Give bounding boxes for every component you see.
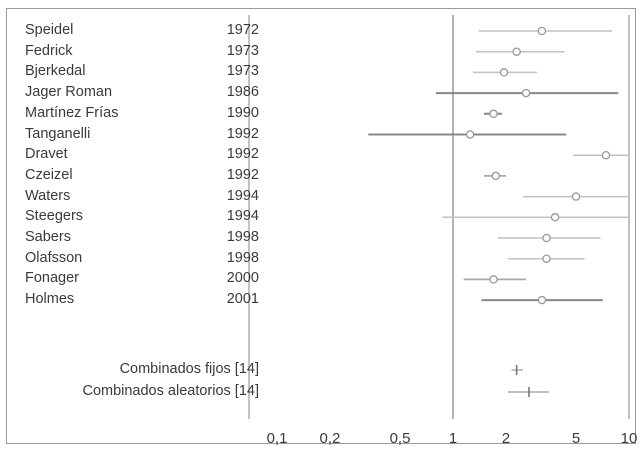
point-estimate xyxy=(537,26,547,36)
point-estimate xyxy=(521,88,531,98)
x-tick-label: 1 xyxy=(448,430,458,447)
point-estimate xyxy=(489,109,498,119)
point-estimate xyxy=(491,171,501,181)
point-estimate xyxy=(542,233,551,243)
study-year: 1998 xyxy=(226,249,259,266)
study-name: Martínez Frías xyxy=(25,104,119,121)
study-name: Tanganelli xyxy=(25,125,91,142)
study-year: 1972 xyxy=(226,22,259,38)
point-estimate xyxy=(489,275,498,284)
point-estimate xyxy=(537,295,547,305)
study-year: 1986 xyxy=(226,84,259,101)
study-name: Holmes xyxy=(25,291,75,308)
pooled-name: Combinados fijos [14] xyxy=(119,361,259,377)
point-estimate xyxy=(601,150,611,160)
point-estimate xyxy=(512,47,521,56)
study-name: Sabers xyxy=(25,229,71,245)
study-year: 1994 xyxy=(226,187,259,204)
x-tick-label: 2 xyxy=(501,430,511,447)
study-name: Speidel xyxy=(25,22,74,38)
forest-plot: Speidel 1972 Fedrick 1973 Bjerkedal 1973 Jager… xyxy=(6,8,638,447)
study-name: Olafsson xyxy=(25,249,83,266)
study-name: Dravet xyxy=(25,146,68,163)
study-year: 1992 xyxy=(226,166,259,183)
x-tick-label: 0,1 xyxy=(266,430,288,447)
point-estimate xyxy=(499,68,509,77)
x-tick-label: 5 xyxy=(571,430,581,447)
point-estimate xyxy=(571,192,581,201)
study-year: 1992 xyxy=(226,146,259,163)
x-tick-label: 0,5 xyxy=(389,430,411,447)
study-name: Bjerkedal xyxy=(25,63,86,80)
point-estimate xyxy=(542,254,551,263)
study-year: 1992 xyxy=(226,125,259,142)
study-name: Fonager xyxy=(25,270,80,287)
plot-area xyxy=(248,15,630,419)
point-estimate xyxy=(550,213,560,222)
study-name: Waters xyxy=(25,187,71,204)
x-tick-label: 0,2 xyxy=(319,430,341,447)
study-year: 2000 xyxy=(226,270,259,287)
study-name: Steegers xyxy=(25,208,84,225)
point-estimate xyxy=(465,130,475,139)
study-year: 1994 xyxy=(226,208,259,225)
study-name: Fedrick xyxy=(25,42,73,59)
pooled-name: Combinados aleatorios [14] xyxy=(82,383,259,399)
study-year: 1998 xyxy=(226,229,259,245)
x-tick-label: 10 xyxy=(620,430,638,447)
study-name: Jager Roman xyxy=(25,84,113,101)
study-year: 1990 xyxy=(226,104,259,121)
study-year: 2001 xyxy=(226,291,259,308)
study-year: 1973 xyxy=(226,42,259,59)
study-year: 1973 xyxy=(226,63,259,80)
study-name: Czeizel xyxy=(25,166,73,183)
